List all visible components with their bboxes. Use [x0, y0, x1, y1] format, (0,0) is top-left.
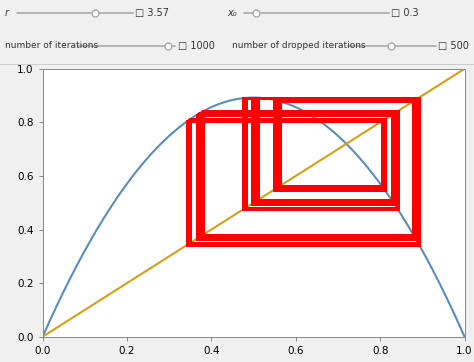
Text: □ 3.57: □ 3.57	[135, 8, 169, 18]
Text: r: r	[5, 8, 9, 18]
Text: x₀: x₀	[228, 8, 237, 18]
Text: number of iterations: number of iterations	[5, 41, 98, 50]
Text: □ 0.3: □ 0.3	[391, 8, 419, 18]
Text: □ 1000: □ 1000	[178, 41, 215, 51]
Text: □ 500: □ 500	[438, 41, 469, 51]
Text: number of dropped iterations: number of dropped iterations	[232, 41, 366, 50]
